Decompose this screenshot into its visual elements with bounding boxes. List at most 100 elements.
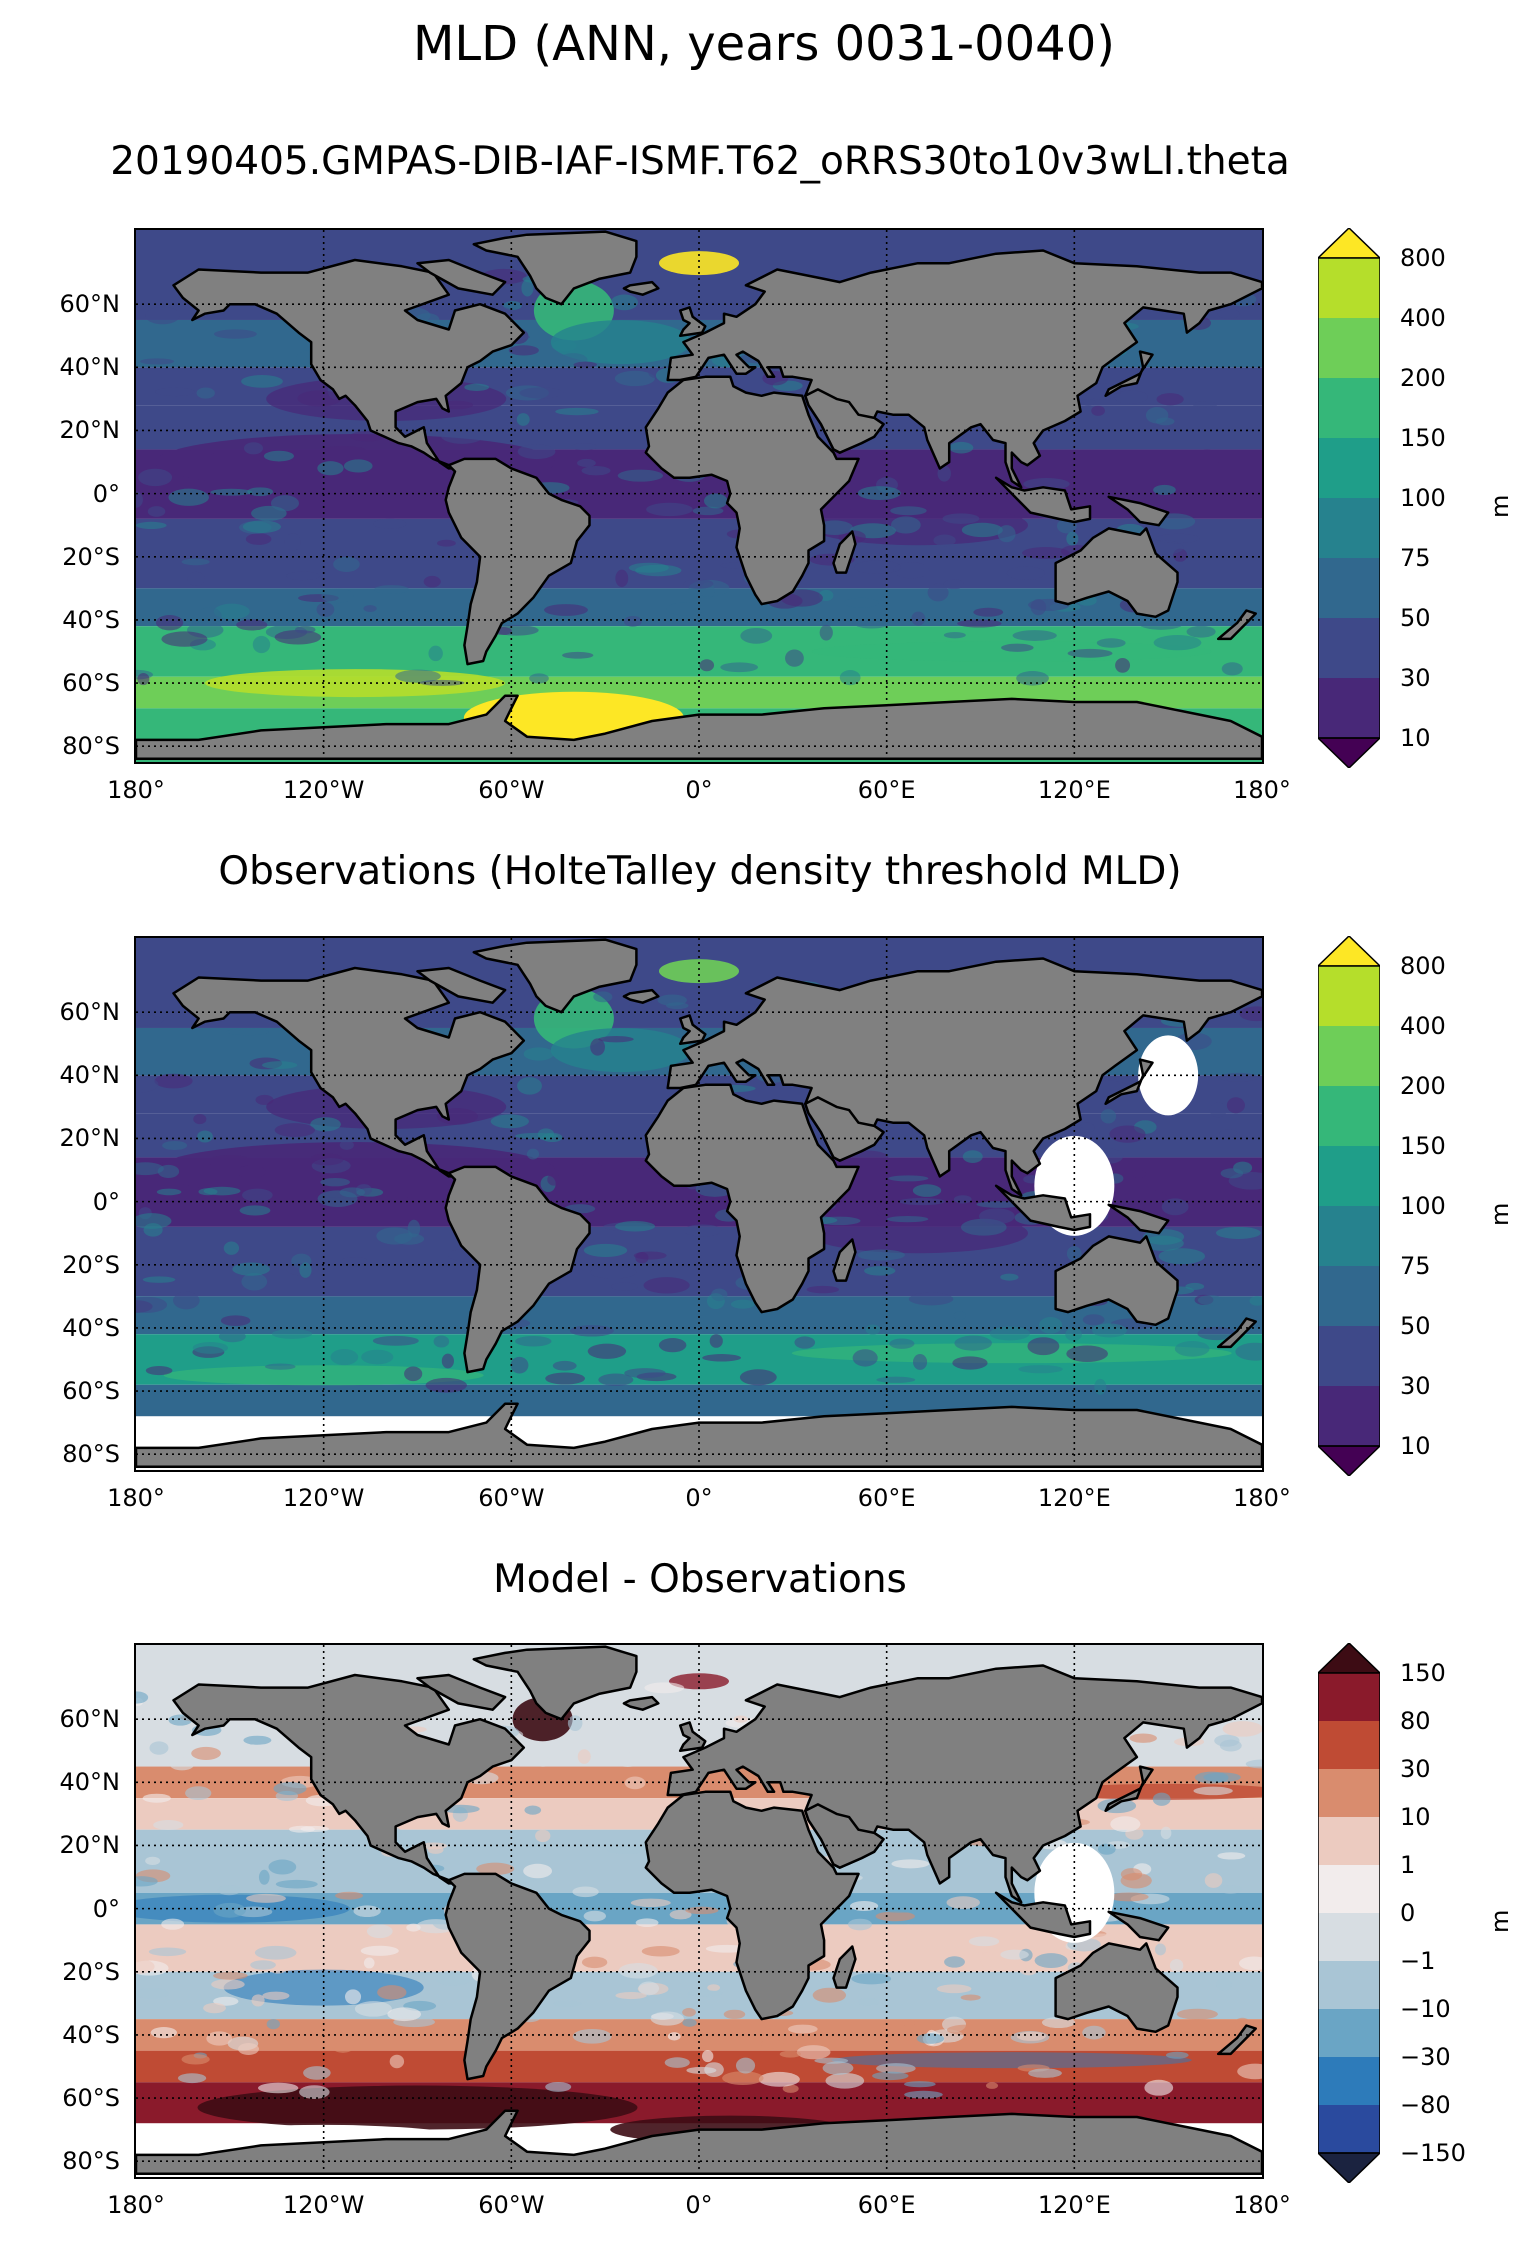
diff-speckle [416, 1919, 456, 1934]
diff-speckle [523, 1863, 553, 1879]
mld-speckle [569, 1325, 614, 1337]
mld-speckle [890, 516, 921, 534]
diff-speckle [1144, 2079, 1174, 2096]
mld-speckle [976, 1201, 1023, 1208]
diff-speckle [685, 1906, 719, 1915]
colorbar-unit: m [1486, 1202, 1514, 1226]
diff-speckle [545, 2081, 572, 2092]
lon-tick-label: 60°E [857, 1484, 916, 1512]
land-indonesia [994, 1184, 1092, 1232]
mld-speckle [1219, 1072, 1259, 1082]
map-observations [134, 936, 1264, 1472]
colorbar-segment [1318, 1817, 1380, 1865]
colorbar-strip [1318, 1643, 1380, 2183]
lat-tick-label: 20°S [62, 542, 120, 571]
mld-speckle [255, 1094, 274, 1105]
mld-speckle [294, 625, 316, 634]
mld-speckle [333, 556, 360, 572]
mld-speckle [703, 493, 728, 509]
colorbar-tick-label: 80 [1400, 1707, 1431, 1735]
land-baffin [416, 258, 507, 296]
colorbar-segment [1318, 618, 1380, 678]
mld-speckle [666, 602, 705, 616]
mld-speckle [529, 673, 549, 684]
colorbar-tick-label: 30 [1400, 664, 1431, 692]
mld-speckle [886, 1216, 929, 1223]
colorbar-segment [1318, 378, 1380, 438]
land-uk [678, 1721, 707, 1753]
diff-speckle [149, 1741, 169, 1755]
colorbar-segment [1318, 2057, 1380, 2105]
colorbar-tick-label: −10 [1400, 1995, 1451, 2023]
mld-speckle [633, 1251, 667, 1260]
diff-speckle [946, 2024, 987, 2036]
mld-speckle [320, 1177, 350, 1187]
diff-speckle [288, 1832, 325, 1844]
map-canvas [136, 230, 1262, 762]
mld-speckle [136, 1014, 164, 1026]
colorbar-tick-label: 200 [1400, 364, 1446, 392]
mld-speckle [1000, 1273, 1019, 1281]
mld-speckle [226, 1028, 269, 1036]
lon-tick-label: 120°W [282, 776, 365, 804]
mld-speckle [1100, 1108, 1117, 1124]
diff-speckle [1176, 2008, 1218, 2020]
mld-speckle [865, 1324, 881, 1335]
mld-speckle [136, 1076, 159, 1093]
mld-speckle [441, 1353, 454, 1369]
diff-speckle [145, 1856, 161, 1866]
land-uk [678, 306, 707, 338]
mld-speckle [196, 387, 215, 399]
diff-speckle [1241, 1738, 1254, 1747]
land-europe-asia [666, 249, 1262, 489]
diff-speckle [427, 1845, 444, 1854]
colorbar-tick-label: 10 [1400, 724, 1431, 752]
mld-speckle [515, 1335, 552, 1347]
mld-speckle [136, 1296, 168, 1313]
mld-speckle [1174, 1341, 1210, 1357]
diff-speckle [936, 1984, 972, 1994]
lon-tick-label: 0° [685, 2191, 713, 2219]
mld-speckle [1096, 638, 1126, 648]
colorbar-unit: m [1486, 1909, 1514, 1933]
mld-speckle [433, 1335, 450, 1348]
mld-speckle [1012, 630, 1057, 641]
diff-speckle [148, 1947, 187, 1957]
diff-speckle [360, 1945, 399, 1956]
mld-speckle [1006, 566, 1045, 581]
mld-speckle [1001, 643, 1034, 652]
diff-speckle [203, 2002, 226, 2014]
mld-speckle [440, 427, 484, 444]
diff-speckle [707, 1984, 720, 1992]
lon-tick-label: 120°E [1037, 1484, 1111, 1512]
diff-speckle [944, 1956, 965, 1968]
mld-speckle [893, 562, 930, 579]
mld-speckle [490, 1114, 529, 1129]
mld-speckle [264, 1363, 296, 1370]
lon-tick-label: 0° [685, 1484, 713, 1512]
colorbar-tick-label: −1 [1400, 1947, 1436, 1975]
mld-speckle [551, 339, 577, 352]
diff-speckle [903, 2081, 936, 2088]
diff-speckle [615, 1992, 647, 2000]
lat-tick-label: 20°S [62, 1957, 120, 1986]
diff-speckle [572, 2028, 612, 2044]
mld-speckle [544, 604, 588, 616]
lat-tick-label: 60°N [59, 290, 121, 319]
mld-speckle [942, 513, 980, 524]
mld-speckle [137, 673, 150, 686]
diff-speckle [638, 1981, 660, 1996]
colorbar-segment [1318, 1769, 1380, 1817]
mld-speckle [658, 1338, 687, 1353]
mld-speckle [138, 468, 173, 487]
mld-speckle [420, 474, 449, 484]
mld-speckle [961, 522, 1003, 538]
mld-speckle [908, 1292, 954, 1306]
lon-tick-label: 120°E [1037, 2191, 1111, 2219]
lat-tick-label: 80°S [62, 732, 120, 761]
mld-speckle [806, 1285, 840, 1294]
mld-speckle [953, 1311, 966, 1320]
mld-speckle [573, 361, 597, 368]
mld-speckle [913, 1354, 928, 1370]
mld-speckle [155, 615, 184, 631]
